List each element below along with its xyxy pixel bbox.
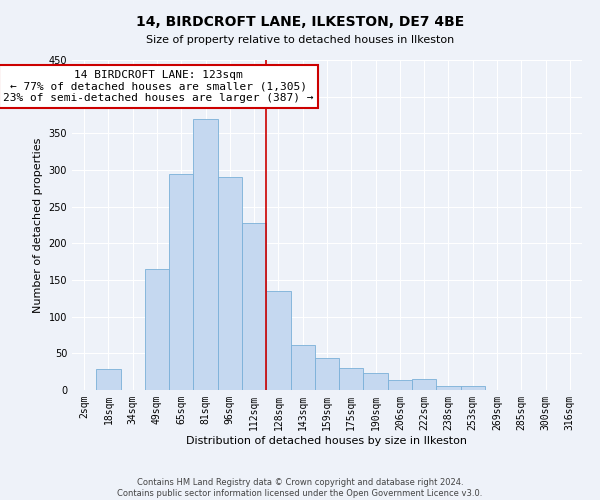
Text: Size of property relative to detached houses in Ilkeston: Size of property relative to detached ho… bbox=[146, 35, 454, 45]
Bar bbox=[218, 178, 242, 390]
Bar bbox=[412, 379, 436, 390]
Bar bbox=[96, 370, 121, 390]
Bar bbox=[339, 368, 364, 390]
Bar bbox=[169, 174, 193, 390]
Bar bbox=[436, 386, 461, 390]
Bar bbox=[242, 223, 266, 390]
Bar bbox=[315, 358, 339, 390]
Bar bbox=[193, 118, 218, 390]
Bar bbox=[290, 344, 315, 390]
Text: 14, BIRDCROFT LANE, ILKESTON, DE7 4BE: 14, BIRDCROFT LANE, ILKESTON, DE7 4BE bbox=[136, 15, 464, 29]
Text: Contains HM Land Registry data © Crown copyright and database right 2024.
Contai: Contains HM Land Registry data © Crown c… bbox=[118, 478, 482, 498]
Y-axis label: Number of detached properties: Number of detached properties bbox=[33, 138, 43, 312]
Bar bbox=[461, 386, 485, 390]
Bar bbox=[145, 269, 169, 390]
Bar bbox=[388, 380, 412, 390]
X-axis label: Distribution of detached houses by size in Ilkeston: Distribution of detached houses by size … bbox=[187, 436, 467, 446]
Bar bbox=[364, 373, 388, 390]
Text: 14 BIRDCROFT LANE: 123sqm
← 77% of detached houses are smaller (1,305)
23% of se: 14 BIRDCROFT LANE: 123sqm ← 77% of detac… bbox=[4, 70, 314, 103]
Bar bbox=[266, 291, 290, 390]
